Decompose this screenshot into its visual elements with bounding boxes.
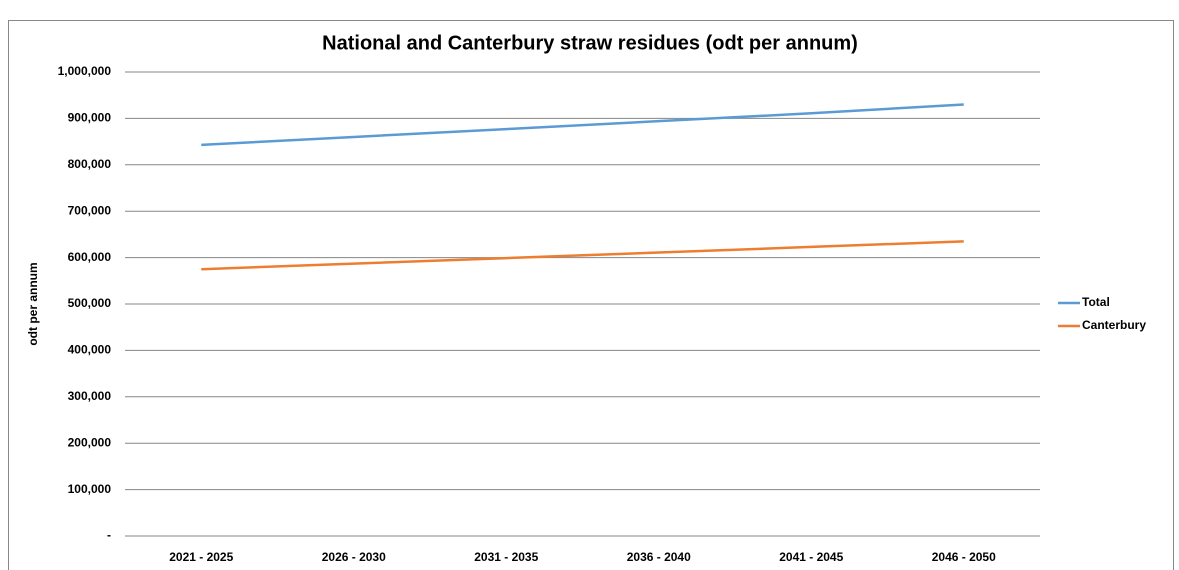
- legend-label: Total: [1082, 295, 1110, 309]
- y-tick-label: 800,000: [68, 157, 112, 171]
- x-tick-label: 2046 - 2050: [932, 550, 996, 564]
- y-tick-label: 1,000,000: [58, 64, 112, 78]
- x-tick-label: 2021 - 2025: [169, 550, 233, 564]
- x-tick-label: 2041 - 2045: [779, 550, 843, 564]
- y-tick-label: 400,000: [68, 343, 112, 357]
- chart-title: National and Canterbury straw residues (…: [322, 32, 858, 54]
- series-line: [201, 240, 964, 271]
- x-tick-label: 2026 - 2030: [322, 550, 386, 564]
- y-tick-label: 300,000: [68, 389, 112, 403]
- y-tick-label: 500,000: [68, 296, 112, 310]
- series-line: [201, 103, 964, 147]
- y-tick-label: 600,000: [68, 250, 112, 264]
- y-tick-label: 200,000: [68, 435, 112, 449]
- y-tick-label: -: [107, 528, 111, 542]
- legend-label: Canterbury: [1082, 318, 1146, 332]
- x-tick-label: 2036 - 2040: [627, 550, 691, 564]
- y-axis-label: odt per annum: [26, 262, 40, 345]
- y-tick-label: 700,000: [68, 203, 112, 217]
- y-tick-label: 100,000: [68, 482, 112, 496]
- x-tick-label: 2031 - 2035: [474, 550, 538, 564]
- y-tick-label: 900,000: [68, 111, 112, 125]
- chart-border: [8, 20, 1174, 570]
